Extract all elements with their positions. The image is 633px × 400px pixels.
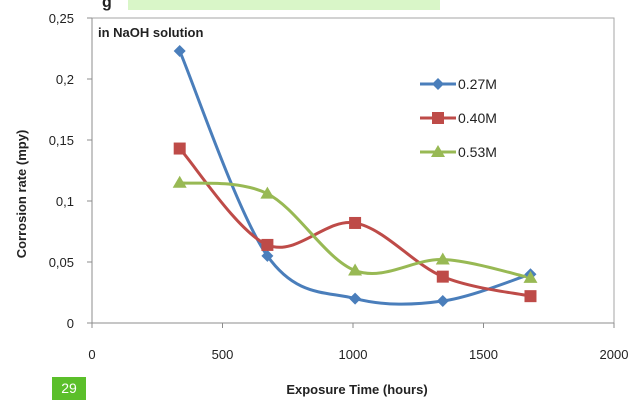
data-point-0.53M [172, 175, 187, 188]
data-point-0.40M [349, 216, 362, 229]
y-tick-label: 0,1 [56, 194, 74, 209]
y-tick-label: 0,05 [49, 255, 74, 270]
x-tick-label: 2000 [600, 347, 629, 362]
legend-label: 0.27M [458, 76, 497, 92]
data-point-0.27M [349, 292, 362, 305]
data-point-0.40M [524, 290, 537, 303]
series-line-0.27M [178, 50, 531, 306]
x-tick-label: 500 [212, 347, 234, 362]
data-point-0.27M [261, 249, 274, 262]
y-tick-label: 0,25 [49, 11, 74, 26]
data-point-0.53M [435, 252, 450, 265]
data-point-0.40M [173, 142, 186, 155]
y-axis-title: Corrosion rate (mpy) [14, 130, 29, 259]
chart-annotation: in NaOH solution [98, 25, 204, 40]
data-point-0.53M [348, 263, 363, 276]
top-highlight-band [128, 0, 440, 10]
x-tick-label: 1500 [469, 347, 498, 362]
legend-marker-0.40M [432, 112, 444, 124]
x-axis-title: Exposure Time (hours) [286, 382, 427, 397]
page-number-badge: 29 [52, 377, 86, 400]
data-point-0.53M [260, 186, 275, 199]
legend-marker-0.27M [432, 78, 444, 90]
data-point-0.27M [173, 44, 186, 57]
data-point-0.53M [523, 270, 538, 283]
x-tick-label: 1000 [339, 347, 368, 362]
y-tick-label: 0 [67, 316, 74, 331]
data-point-0.40M [261, 238, 274, 251]
legend-marker-0.53M [431, 145, 445, 157]
data-point-0.40M [436, 270, 449, 283]
data-point-0.27M [436, 295, 449, 308]
y-tick-label: 0,15 [49, 133, 74, 148]
top-text-fragment: g [102, 0, 112, 11]
x-tick-label: 0 [88, 347, 95, 362]
legend-label: 0.53M [458, 144, 497, 160]
legend-label: 0.40M [458, 110, 497, 126]
y-tick-label: 0,2 [56, 72, 74, 87]
plot-area [91, 17, 615, 324]
